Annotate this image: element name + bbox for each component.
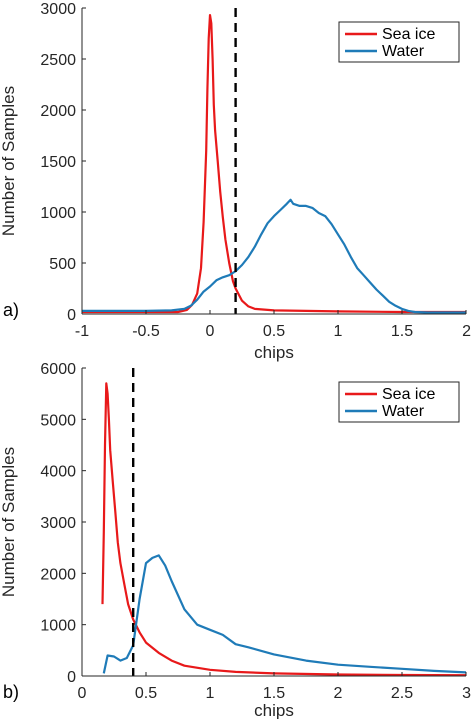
y-tick-label: 1000 — [40, 618, 76, 635]
y-tick-label: 3000 — [40, 1, 76, 18]
y-tick-label: 2000 — [40, 103, 76, 120]
y-tick-label: 0 — [67, 307, 76, 324]
y-axis-label: Number of Samples — [0, 447, 18, 597]
x-tick-label: 0.5 — [263, 323, 285, 340]
x-tick-label: 1.5 — [391, 323, 413, 340]
legend-label: Water — [382, 403, 425, 420]
y-tick-label: 6000 — [40, 361, 76, 378]
series-line-sea-ice — [101, 382, 467, 677]
x-tick-label: 1.5 — [263, 685, 285, 702]
x-axis-label: chips — [254, 701, 294, 719]
x-tick-label: 0 — [206, 323, 215, 340]
legend-label: Sea ice — [382, 26, 435, 43]
x-tick-label: 2.5 — [391, 685, 413, 702]
chart-panel-2: 0 0.5 1 1.5 2 2.5 3 0 1000 2000 3000 4000 5000 6000 ch… — [0, 361, 471, 719]
y-tick-label: 500 — [49, 256, 76, 273]
legend-box — [338, 381, 460, 423]
legend-box — [338, 21, 460, 63]
legend-label: Water — [382, 43, 425, 60]
x-tick-label: 2 — [334, 685, 343, 702]
series-line-water — [102, 554, 467, 674]
x-tick-label: -0.5 — [132, 323, 160, 340]
y-tick-label: 1500 — [40, 154, 76, 171]
series-line-water — [82, 198, 466, 314]
legend-label: Sea ice — [382, 386, 435, 403]
y-tick-label: 2000 — [40, 566, 76, 583]
x-tick-label: 1 — [334, 323, 343, 340]
y-tick-label: 4000 — [40, 464, 76, 481]
y-axis-label: Number of Samples — [0, 86, 18, 236]
y-tick-label: 3000 — [40, 515, 76, 532]
y-tick-label: 5000 — [40, 412, 76, 429]
y-tick-label: 0 — [67, 669, 76, 686]
panel-label: a) — [3, 300, 19, 320]
x-tick-label: 0 — [78, 685, 87, 702]
x-tick-label: 2 — [462, 323, 471, 340]
y-tick-label: 2500 — [40, 52, 76, 69]
x-tick-label: -1 — [75, 323, 89, 340]
panel-label: b) — [3, 682, 19, 702]
series-line-sea-ice — [82, 14, 466, 314]
chart-panel-1: -1 -0.5 0 0.5 1 1.5 2 0 500 1000 1500 2000 2500 3000 c… — [0, 1, 471, 362]
y-tick-label: 1000 — [40, 205, 76, 222]
x-tick-label: 1 — [206, 685, 215, 702]
x-tick-label: 0.5 — [135, 685, 157, 702]
x-axis-label: chips — [254, 343, 294, 362]
x-tick-label: 3 — [462, 685, 471, 702]
